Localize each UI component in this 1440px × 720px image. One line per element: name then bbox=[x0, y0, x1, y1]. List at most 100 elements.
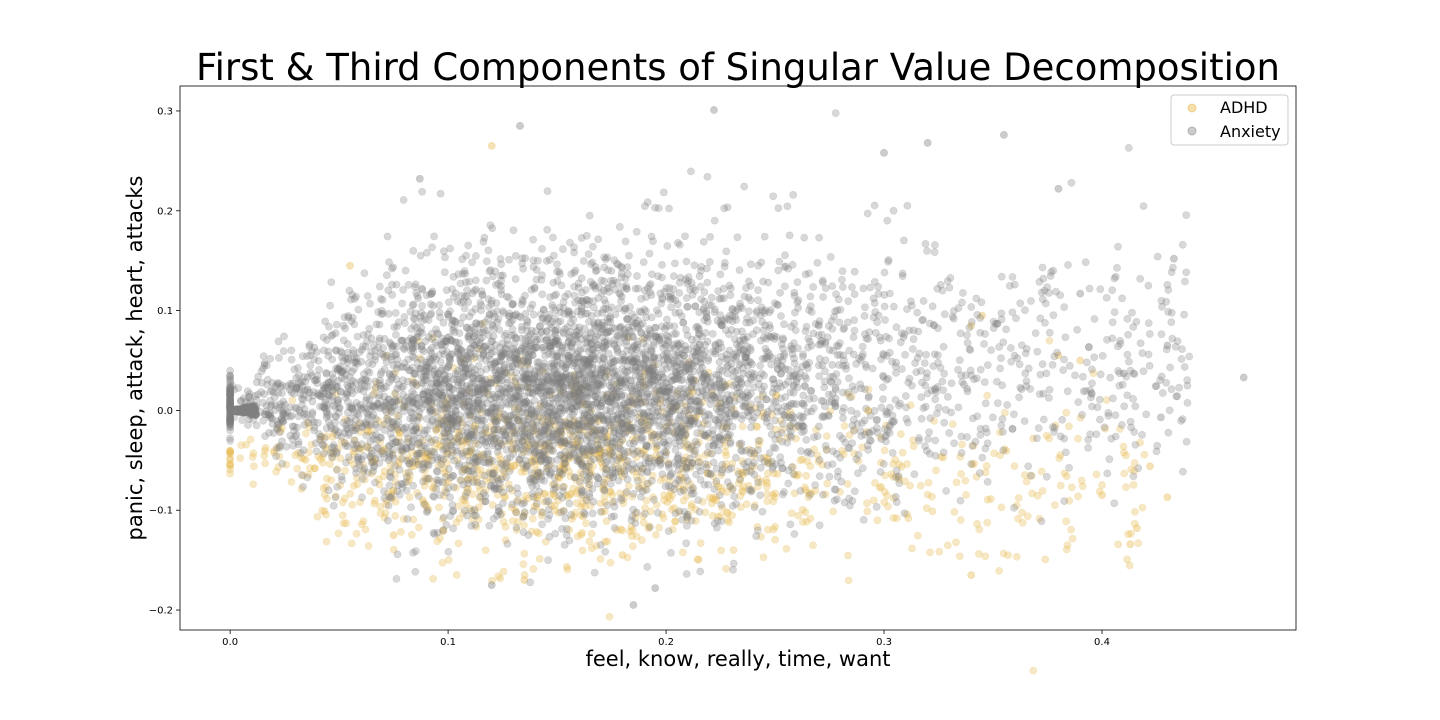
scatter-point-adhd bbox=[1062, 472, 1071, 481]
scatter-point-adhd bbox=[712, 496, 720, 505]
scatter-point-adhd bbox=[897, 430, 905, 438]
scatter-point-anxiety bbox=[589, 242, 597, 251]
scatter-point-adhd bbox=[471, 421, 480, 430]
scatter-point-anxiety bbox=[664, 436, 673, 445]
scatter-point-adhd bbox=[454, 539, 463, 548]
scatter-point-adhd bbox=[717, 546, 725, 555]
scatter-point-anxiety bbox=[831, 307, 839, 316]
scatter-point-anxiety bbox=[811, 481, 819, 489]
scatter-point-adhd bbox=[728, 485, 737, 493]
scatter-point-anxiety bbox=[331, 329, 340, 338]
scatter-point-adhd bbox=[572, 476, 580, 484]
scatter-point-adhd bbox=[389, 531, 398, 540]
scatter-point-anxiety bbox=[884, 257, 892, 266]
scatter-point-anxiety bbox=[707, 293, 716, 302]
scatter-point-adhd bbox=[301, 455, 310, 464]
scatter-point-adhd bbox=[443, 441, 451, 450]
scatter-point-anxiety bbox=[942, 487, 951, 495]
scatter-point-anxiety bbox=[639, 258, 648, 266]
scatter-point-anxiety bbox=[460, 506, 469, 515]
scatter-point-anxiety bbox=[549, 251, 558, 260]
scatter-point-adhd bbox=[724, 434, 733, 442]
scatter-point-anxiety bbox=[1060, 303, 1069, 311]
scatter-point-anxiety bbox=[365, 324, 374, 333]
scatter-point-anxiety bbox=[809, 283, 818, 291]
scatter-point-anxiety bbox=[921, 402, 930, 411]
scatter-point-anxiety bbox=[801, 327, 810, 335]
scatter-point-adhd bbox=[533, 491, 542, 500]
scatter-point-anxiety bbox=[358, 493, 366, 502]
scatter-point-anxiety bbox=[938, 377, 947, 386]
scatter-point-anxiety bbox=[703, 448, 712, 457]
scatter-point-anxiety bbox=[850, 290, 859, 299]
scatter-point-adhd bbox=[679, 548, 687, 557]
scatter-point-adhd bbox=[383, 489, 392, 497]
scatter-point-adhd bbox=[237, 441, 245, 449]
scatter-point-adhd bbox=[759, 553, 768, 562]
scatter-point-anxiety bbox=[411, 547, 420, 555]
scatter-point-adhd bbox=[602, 517, 611, 526]
scatter-point-anxiety bbox=[360, 382, 369, 391]
scatter-point-anxiety bbox=[923, 247, 931, 255]
scatter-point-anxiety bbox=[633, 476, 642, 485]
scatter-point-adhd bbox=[584, 419, 593, 428]
scatter-point-anxiety bbox=[584, 250, 593, 259]
scatter-point-anxiety bbox=[1108, 334, 1117, 343]
scatter-point-adhd bbox=[1131, 507, 1139, 516]
scatter-point-anxiety bbox=[925, 428, 933, 437]
scatter-point-anxiety bbox=[601, 547, 610, 556]
scatter-point-anxiety bbox=[1180, 310, 1188, 319]
scatter-point-anxiety bbox=[919, 297, 928, 305]
scatter-point-adhd bbox=[433, 537, 442, 546]
scatter-point-anxiety bbox=[400, 313, 409, 321]
scatter-point-anxiety bbox=[859, 516, 868, 524]
scatter-point-anxiety bbox=[776, 453, 785, 462]
scatter-point-anxiety bbox=[980, 378, 989, 386]
scatter-point-anxiety bbox=[400, 345, 409, 354]
scatter-point-anxiety bbox=[358, 474, 367, 483]
scatter-point-adhd bbox=[301, 429, 310, 438]
scatter-point-anxiety bbox=[463, 488, 472, 497]
scatter-point-anxiety bbox=[939, 448, 948, 457]
scatter-point-anxiety bbox=[333, 482, 342, 491]
scatter-point-anxiety bbox=[671, 446, 680, 454]
scatter-point-adhd bbox=[339, 519, 348, 528]
scatter-point-anxiety bbox=[706, 232, 714, 241]
scatter-point-anxiety bbox=[838, 407, 847, 416]
scatter-point-adhd bbox=[338, 511, 347, 520]
scatter-point-adhd bbox=[391, 512, 400, 520]
scatter-point-anxiety bbox=[482, 365, 491, 374]
scatter-point-anxiety bbox=[529, 507, 538, 516]
scatter-point-anxiety bbox=[783, 202, 792, 211]
scatter-point-anxiety bbox=[853, 409, 861, 418]
scatter-point-anxiety bbox=[342, 458, 350, 467]
scatter-point-adhd bbox=[429, 574, 437, 583]
scatter-point-anxiety bbox=[1167, 318, 1176, 326]
scatter-point-adhd bbox=[982, 461, 991, 470]
scatter-point-adhd bbox=[1067, 525, 1075, 534]
scatter-point-anxiety bbox=[363, 292, 372, 300]
scatter-point-adhd bbox=[370, 496, 379, 505]
scatter-point-anxiety bbox=[876, 468, 885, 476]
scatter-point-anxiety bbox=[849, 333, 858, 341]
scatter-point-adhd bbox=[763, 469, 772, 478]
scatter-point-anxiety bbox=[664, 527, 673, 535]
scatter-point-adhd bbox=[438, 432, 447, 441]
scatter-point-anxiety bbox=[615, 453, 624, 462]
scatter-point-anxiety bbox=[354, 305, 363, 314]
scatter-point-adhd bbox=[763, 459, 772, 467]
scatter-point-adhd bbox=[1033, 491, 1042, 500]
scatter-point-anxiety bbox=[280, 332, 288, 341]
scatter-point-anxiety bbox=[950, 439, 958, 448]
scatter-point-adhd bbox=[272, 467, 281, 476]
scatter-point-anxiety bbox=[621, 237, 630, 246]
scatter-point-adhd bbox=[249, 480, 258, 489]
scatter-point-adhd bbox=[1014, 494, 1023, 502]
scatter-point-anxiety bbox=[395, 465, 404, 474]
scatter-point-adhd bbox=[326, 460, 334, 468]
scatter-point-anxiety bbox=[752, 532, 761, 540]
scatter-point-adhd bbox=[952, 478, 961, 487]
scatter-point-adhd bbox=[510, 403, 519, 412]
scatter-point-adhd bbox=[1119, 442, 1128, 451]
scatter-point-adhd bbox=[472, 474, 481, 483]
